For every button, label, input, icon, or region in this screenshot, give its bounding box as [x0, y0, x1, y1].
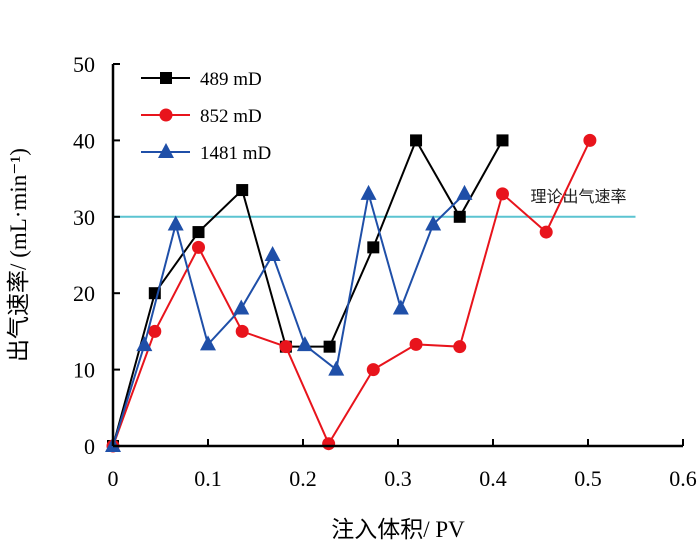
legend-marker: [159, 108, 173, 122]
x-tick-label: 0.3: [384, 466, 412, 491]
data-point: [366, 363, 380, 377]
series-489-mD: [107, 134, 509, 452]
data-point: [496, 134, 509, 147]
legend-marker: [158, 143, 174, 158]
series-line: [112, 139, 591, 447]
x-tick-label: 0: [108, 466, 119, 491]
x-tick-label: 0.1: [194, 466, 222, 491]
data-point: [200, 335, 216, 351]
series-1481-mD: [105, 184, 473, 452]
data-point: [496, 187, 509, 201]
data-point: [583, 133, 597, 147]
y-tick-label: 50: [73, 52, 95, 77]
x-tick-label: 0.2: [289, 466, 317, 491]
data-point: [456, 184, 473, 200]
data-point: [409, 337, 423, 351]
y-tick-label: 40: [73, 128, 95, 153]
data-point: [279, 340, 293, 354]
data-point: [192, 226, 205, 239]
y-axis-label: 出气速率/ (mL·min⁻¹): [6, 148, 31, 362]
data-point: [148, 324, 162, 338]
theoretical-rate-label: 理论出气速率: [531, 187, 627, 206]
legend-label: 1481 mD: [200, 143, 271, 164]
x-axis-label: 注入体积/ PV: [331, 517, 465, 542]
legend-label: 489 mD: [200, 69, 262, 90]
data-point: [328, 360, 345, 376]
series-line: [112, 193, 466, 447]
x-tick-label: 0.6: [669, 466, 697, 491]
x-tick-label: 0.5: [574, 466, 602, 491]
data-point: [167, 215, 184, 231]
data-point: [322, 437, 336, 451]
series-line: [112, 138, 504, 447]
data-point: [236, 184, 249, 197]
data-point: [410, 134, 423, 147]
y-tick-label: 30: [73, 205, 95, 230]
legend-item: 852 mD: [141, 106, 262, 127]
data-point: [233, 299, 250, 315]
y-tick-label: 20: [73, 281, 95, 306]
y-tick-label: 10: [73, 358, 95, 383]
y-tick-label: 0: [84, 434, 95, 459]
data-point: [392, 299, 409, 315]
legend-label: 852 mD: [200, 106, 262, 127]
x-tick-label: 0.4: [479, 466, 507, 491]
data-point: [425, 215, 442, 231]
data-point: [323, 340, 336, 353]
data-point: [453, 210, 466, 223]
legend-item: 1481 mD: [141, 143, 271, 164]
series-852-mD: [106, 133, 597, 453]
data-point: [192, 240, 205, 254]
legend-item: 489 mD: [141, 69, 262, 90]
data-point: [453, 340, 467, 354]
data-point: [367, 241, 380, 254]
data-point: [360, 184, 377, 200]
data-point: [136, 336, 153, 352]
data-point: [539, 225, 553, 239]
data-point: [296, 336, 313, 352]
data-point: [264, 246, 281, 261]
legend-marker: [160, 72, 172, 84]
data-point: [235, 324, 249, 338]
